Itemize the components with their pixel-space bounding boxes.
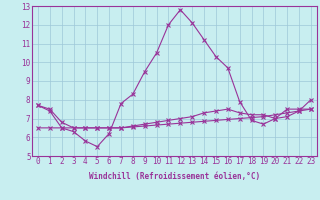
X-axis label: Windchill (Refroidissement éolien,°C): Windchill (Refroidissement éolien,°C) [89, 172, 260, 181]
